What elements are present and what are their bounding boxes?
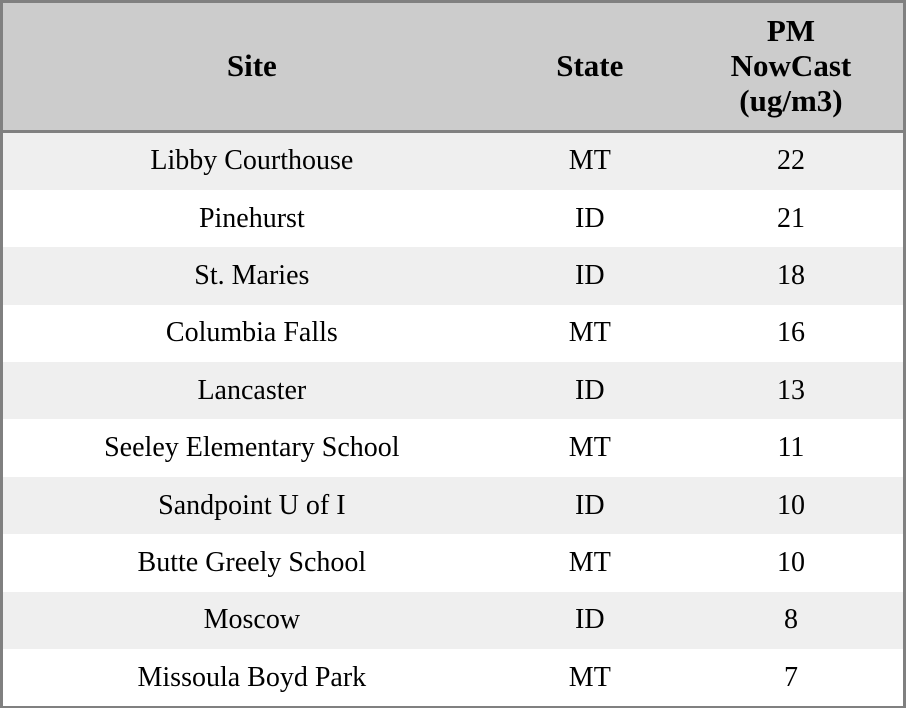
cell-site: Columbia Falls (3, 304, 501, 363)
cell-state: ID (500, 591, 679, 650)
cell-site: Moscow (3, 591, 501, 650)
cell-site: St. Maries (3, 247, 501, 305)
cell-pm-nowcast-value: 7 (678, 649, 903, 707)
cell-state: MT (500, 534, 679, 592)
table-body: Libby Courthouse MT 22 Pinehurst ID 21 St. Mar… (3, 131, 903, 707)
cell-state: MT (500, 419, 679, 477)
column-header-state[interactable]: State (500, 3, 679, 133)
cell-site: Libby Courthouse (3, 131, 501, 190)
column-header-pm-nowcast[interactable]: PM NowCast (ug/m3) (678, 3, 903, 133)
cell-pm-nowcast-value: 21 (678, 189, 903, 248)
cell-site: Missoula Boyd Park (3, 649, 501, 707)
cell-site: Pinehurst (3, 189, 501, 248)
table-row[interactable]: Libby Courthouse MT 22 (3, 131, 903, 190)
cell-pm-nowcast-value: 11 (678, 419, 903, 477)
table-row[interactable]: St. Maries ID 18 (3, 247, 903, 305)
cell-pm-nowcast-value: 16 (678, 304, 903, 363)
cell-state: ID (500, 189, 679, 248)
column-header-site[interactable]: Site (3, 3, 501, 133)
cell-pm-nowcast-value: 10 (678, 534, 903, 592)
cell-state: MT (500, 131, 679, 190)
cell-state: ID (500, 362, 679, 420)
cell-pm-nowcast-value: 13 (678, 362, 903, 420)
table-row[interactable]: Sandpoint U of I ID 10 (3, 476, 903, 535)
cell-pm-nowcast-value: 10 (678, 476, 903, 535)
table-row[interactable]: Moscow ID 8 (3, 591, 903, 650)
cell-pm-nowcast-value: 22 (678, 131, 903, 190)
table-row[interactable]: Pinehurst ID 21 (3, 189, 903, 248)
pm-nowcast-table: Site State PM NowCast (ug/m3) Libby Cour… (3, 3, 903, 707)
cell-state: MT (500, 649, 679, 707)
table-row[interactable]: Columbia Falls MT 16 (3, 304, 903, 363)
cell-state: MT (500, 304, 679, 363)
cell-state: ID (500, 476, 679, 535)
table-header: Site State PM NowCast (ug/m3) (3, 3, 903, 133)
cell-pm-nowcast-value: 8 (678, 591, 903, 650)
cell-site: Seeley Elementary School (3, 419, 501, 477)
table-row[interactable]: Seeley Elementary School MT 11 (3, 419, 903, 477)
table-row[interactable]: Butte Greely School MT 10 (3, 534, 903, 592)
cell-state: ID (500, 247, 679, 305)
cell-site: Lancaster (3, 362, 501, 420)
table-row[interactable]: Lancaster ID 13 (3, 362, 903, 420)
cell-site: Butte Greely School (3, 534, 501, 592)
table-row[interactable]: Missoula Boyd Park MT 7 (3, 649, 903, 707)
cell-site: Sandpoint U of I (3, 476, 501, 535)
cell-pm-nowcast-value: 18 (678, 247, 903, 305)
table-header-row: Site State PM NowCast (ug/m3) (3, 3, 903, 133)
